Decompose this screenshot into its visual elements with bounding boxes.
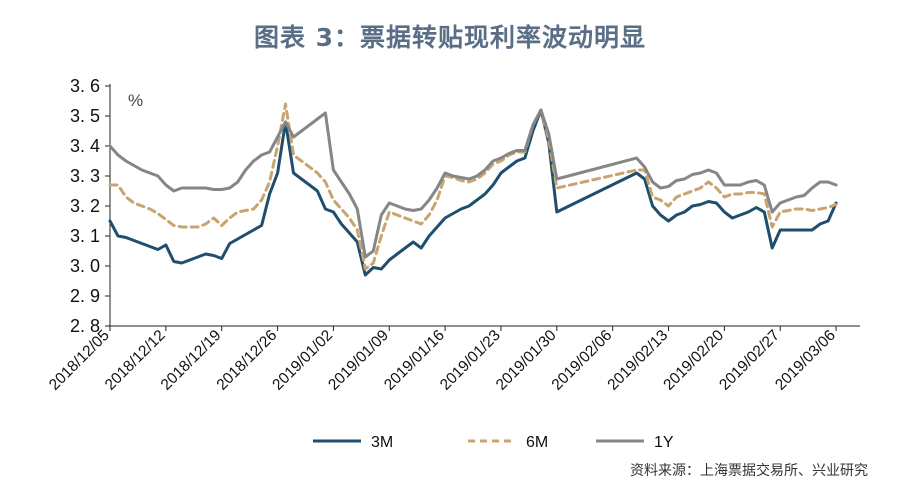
y-tick-label: 2. 8 — [70, 316, 100, 336]
chart-title: 图表 3：票据转贴现利率波动明显 — [253, 23, 647, 52]
y-tick-label: 3. 0 — [70, 256, 100, 276]
chart-axes: 3. 6 3. 5 3. 4 3. 3 3. 2 3. 1 3. 0 2. 9 2. 8% 201… — [46, 76, 860, 394]
y-tick-label: 3. 3 — [70, 166, 100, 186]
y-tick-label: 3. 1 — [70, 226, 100, 246]
y-tick-label: 2. 9 — [70, 286, 100, 306]
y-tick-label: 3. 2 — [70, 196, 100, 216]
chart-series — [108, 102, 838, 277]
x-tick-label: 2019/03/06 — [772, 327, 839, 394]
series-line-3m — [108, 108, 838, 277]
legend-label-6m: 6M — [526, 434, 548, 451]
y-tick-label: 3. 5 — [70, 106, 100, 126]
y-tick-label: 3. 4 — [70, 136, 100, 156]
series-line-6m — [108, 102, 838, 271]
series-line-1y — [108, 108, 838, 259]
legend-label-3m: 3M — [371, 434, 393, 451]
y-unit-label: % — [128, 91, 143, 110]
chart-legend: 3M 6M 1Y — [313, 434, 674, 451]
source-note: 资料来源：上海票据交易所、兴业研究 — [630, 463, 868, 479]
legend-label-1y: 1Y — [654, 434, 674, 451]
y-tick-label: 3. 6 — [70, 76, 100, 96]
